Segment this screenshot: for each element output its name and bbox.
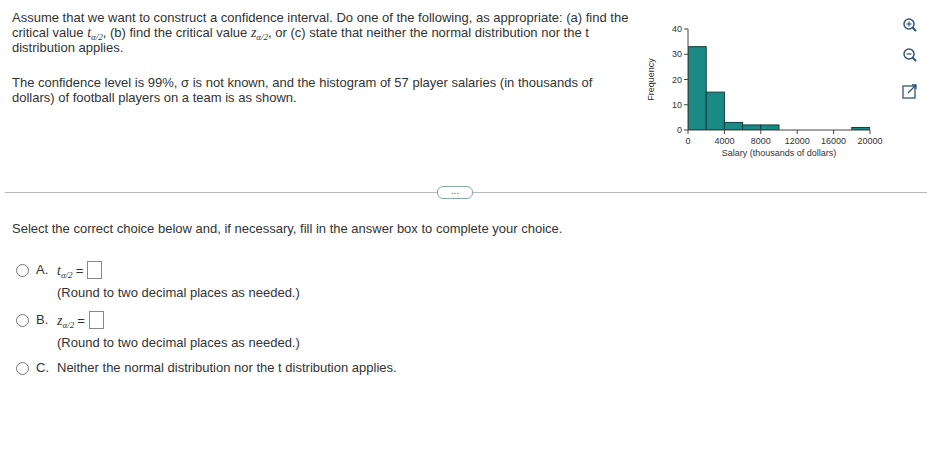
- radio[interactable]: [16, 314, 29, 327]
- y-axis-title: Frequency: [646, 58, 656, 101]
- variable: tα/2: [57, 263, 73, 278]
- x-tick: [724, 130, 725, 134]
- y-tick: [684, 54, 688, 55]
- y-tick-label: 20: [672, 75, 682, 85]
- radio[interactable]: [16, 362, 29, 375]
- prompt-text: , (b) find the critical value: [103, 25, 251, 40]
- x-tick: [760, 130, 761, 134]
- y-tick-label: 40: [672, 24, 682, 34]
- y-tick-label: 10: [672, 100, 682, 110]
- zoom-icon[interactable]: [904, 49, 916, 61]
- x-tick: [688, 130, 689, 134]
- bar: [706, 92, 724, 130]
- more-button[interactable]: ...: [437, 186, 473, 199]
- choice-letter: C.: [36, 360, 49, 375]
- x-tick: [797, 130, 798, 134]
- x-tick-label: 0: [685, 136, 690, 146]
- choice-text: Neither the normal distribution nor the …: [57, 360, 397, 375]
- bar: [688, 47, 706, 130]
- bars: [688, 47, 870, 130]
- x-axis: [688, 130, 870, 131]
- x-tick-label: 20000: [857, 136, 882, 146]
- chart: 0 10 20 30 40 0 4000 8000 12000 16000 20000 Salary …: [630, 10, 890, 170]
- choice-note: (Round to two decimal places as needed.): [57, 335, 300, 350]
- choice-letter: B.: [36, 312, 48, 327]
- x-tick-label: 12000: [785, 136, 810, 146]
- subscript: α/2: [62, 320, 74, 330]
- x-tick-label: 16000: [821, 136, 846, 146]
- toolbar: [895, 8, 925, 108]
- choice-letter: A.: [36, 262, 48, 277]
- expand-icon[interactable]: [903, 85, 916, 98]
- y-tick: [684, 79, 688, 80]
- equals: =: [77, 313, 85, 328]
- variable: tα/2: [87, 25, 103, 40]
- toolbar-icons: [895, 8, 925, 108]
- x-tick-label: 8000: [751, 136, 771, 146]
- x-tick: [833, 130, 834, 134]
- prompt-text: , or (c) state that neither the normal d…: [12, 25, 589, 55]
- y-tick-label: 0: [677, 125, 682, 135]
- y-tick: [684, 104, 688, 105]
- choice-note: (Round to two decimal places as needed.): [57, 285, 300, 300]
- choice-line: zα/2=: [57, 311, 104, 329]
- bar: [743, 125, 761, 130]
- equals: =: [76, 263, 84, 278]
- y-tick-label: 30: [672, 49, 682, 59]
- answer-box[interactable]: [87, 261, 102, 279]
- x-tick-label: 4000: [714, 136, 734, 146]
- given: The confidence level is 99%, σ is not kn…: [12, 75, 612, 105]
- instruction: Select the correct choice below and, if …: [12, 221, 562, 236]
- x-tick: [870, 130, 871, 134]
- variable: zα/2: [251, 25, 268, 40]
- x-axis-title: Salary (thousands of dollars): [722, 148, 837, 158]
- subscript: α/2: [61, 270, 73, 280]
- y-tick: [684, 29, 688, 30]
- radio[interactable]: [16, 264, 29, 277]
- prompt: Assume that we want to construct a confi…: [12, 10, 637, 55]
- choice-line: tα/2=: [57, 261, 102, 279]
- chart-svg: 0 10 20 30 40 0 4000 8000 12000 16000 20000 Salary …: [630, 10, 890, 170]
- subscript: α/2: [256, 32, 268, 42]
- zoom-icon[interactable]: [904, 19, 916, 31]
- bar: [761, 125, 779, 130]
- bar: [724, 122, 742, 130]
- answer-box[interactable]: [89, 311, 104, 329]
- variable: zα/2: [57, 313, 74, 328]
- y-tick: [684, 130, 688, 131]
